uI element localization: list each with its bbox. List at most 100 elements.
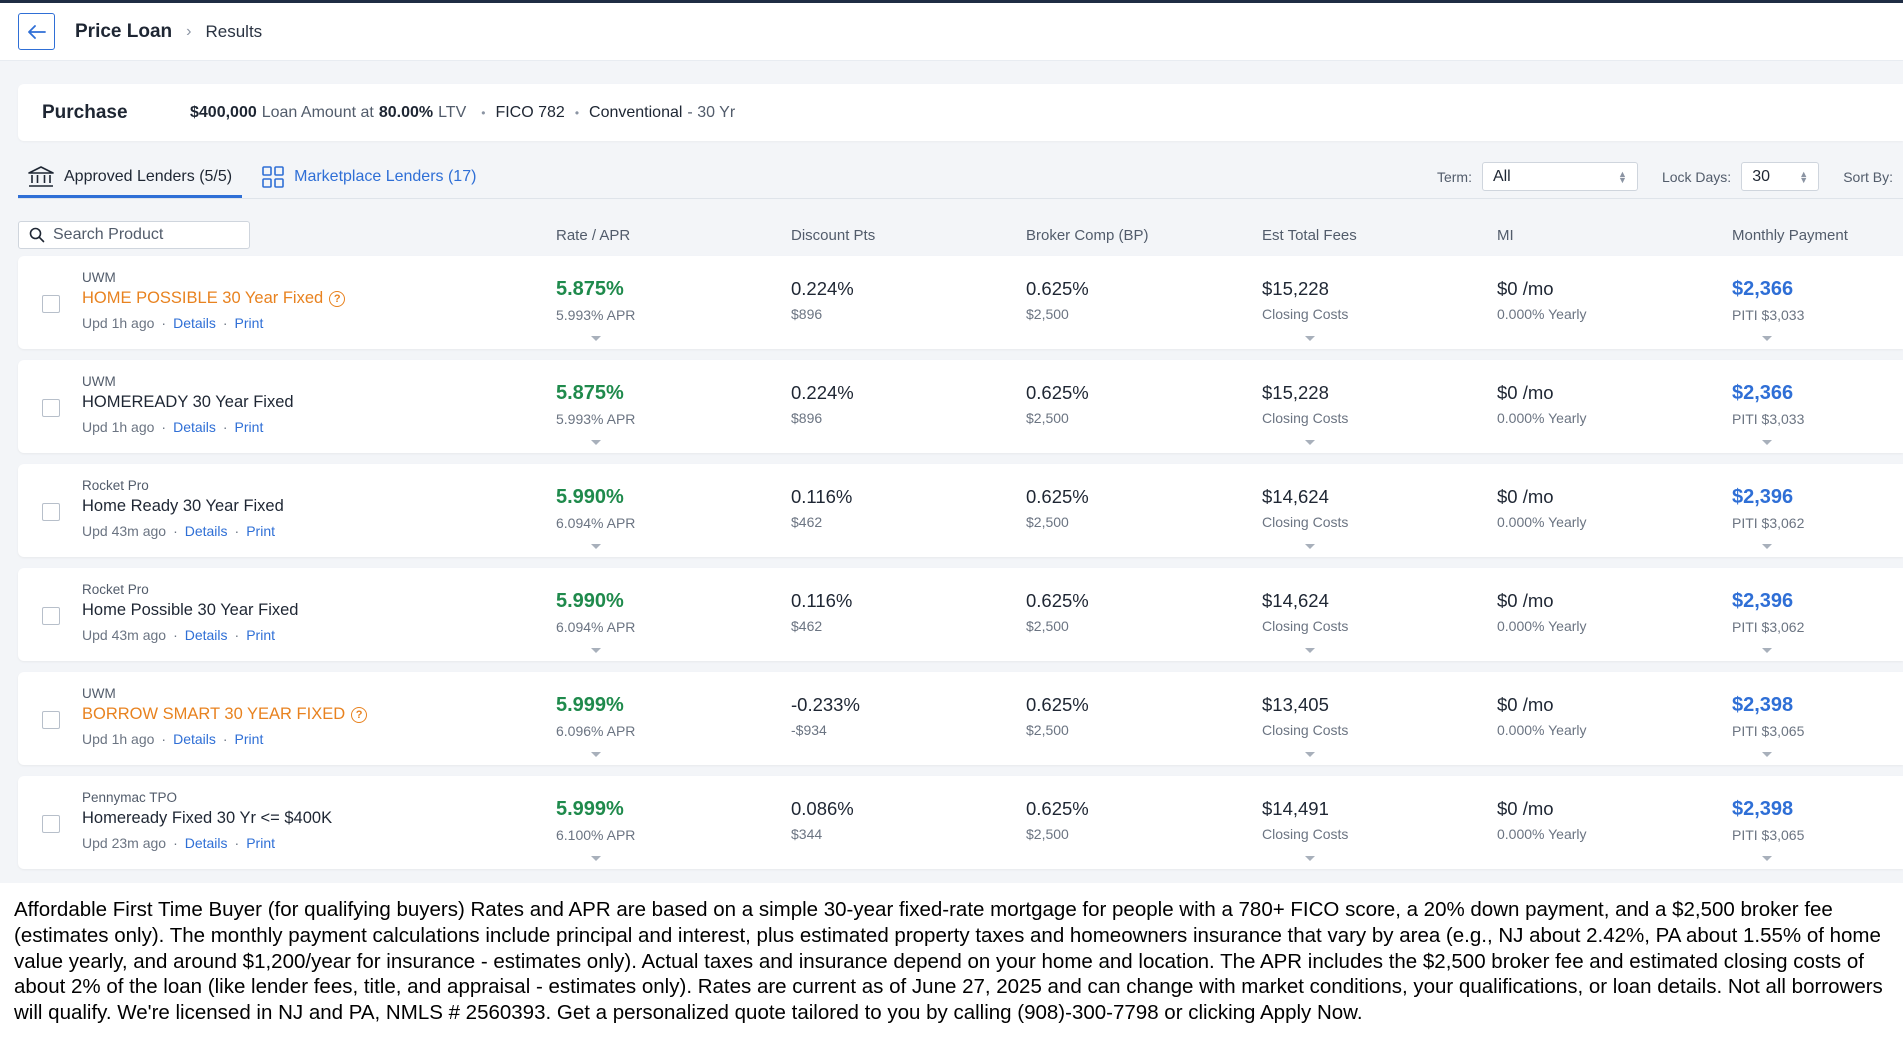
rate-value: 5.875% (556, 278, 624, 300)
discount-value: 0.116% (791, 590, 853, 611)
search-product-box[interactable] (18, 221, 250, 249)
fees-label: Closing Costs (1262, 306, 1349, 322)
product-name-text: HOMEREADY 30 Year Fixed (82, 393, 294, 411)
loan-amount: $400,000 (190, 103, 257, 121)
search-product-input[interactable] (53, 226, 233, 244)
fees-expand-caret-icon[interactable] (1305, 336, 1315, 341)
col-monthly-payment[interactable]: Monthly Payment (1732, 227, 1848, 244)
details-link[interactable]: Details (173, 419, 216, 435)
updated-time: Upd 1h ago (82, 315, 155, 331)
back-button[interactable] (18, 13, 55, 50)
row-checkbox[interactable] (42, 607, 60, 625)
mi-value: $0 /mo (1497, 382, 1554, 403)
apr-value: 5.993% APR (556, 411, 636, 427)
col-mi[interactable]: MI (1497, 227, 1514, 244)
fees-expand-caret-icon[interactable] (1305, 856, 1315, 861)
mi-value: $0 /mo (1497, 486, 1554, 507)
rate-cell: 5.999% 6.096% APR (556, 694, 635, 739)
rate-cell: 5.990% 6.094% APR (556, 590, 635, 635)
updated-time: Upd 43m ago (82, 627, 167, 643)
product-name[interactable]: BORROW SMART 30 YEAR FIXED ? (82, 705, 368, 724)
product-name[interactable]: Home Ready 30 Year Fixed (82, 497, 284, 516)
payment-cell: $2,396 PITI $3,062 (1732, 590, 1804, 635)
rate-expand-caret-icon[interactable] (591, 440, 601, 445)
rate-expand-caret-icon[interactable] (591, 648, 601, 653)
bank-icon (28, 165, 54, 187)
rate-expand-caret-icon[interactable] (591, 752, 601, 757)
fees-expand-caret-icon[interactable] (1305, 752, 1315, 757)
rate-value: 5.875% (556, 382, 624, 404)
col-est-total-fees[interactable]: Est Total Fees (1262, 227, 1357, 244)
tab-marketplace-lenders[interactable]: Marketplace Lenders (17) (252, 155, 486, 198)
fees-cell: $13,405 Closing Costs (1262, 694, 1348, 738)
rate-expand-caret-icon[interactable] (591, 856, 601, 861)
broker-value: 0.625% (1026, 798, 1089, 819)
apr-value: 6.100% APR (556, 827, 636, 843)
sort-by-label: Sort By: (1843, 168, 1893, 185)
broker-cell: 0.625% $2,500 (1026, 590, 1089, 634)
separator-dot: • (574, 105, 580, 120)
piti-value: PITI $3,033 (1732, 307, 1805, 323)
payment-expand-caret-icon[interactable] (1762, 856, 1772, 861)
print-link[interactable]: Print (246, 523, 275, 539)
print-link[interactable]: Print (246, 627, 275, 643)
payment-expand-caret-icon[interactable] (1762, 648, 1772, 653)
loan-summary-card: Purchase $400,000 Loan Amount at 80.00% … (18, 84, 1903, 141)
payment-expand-caret-icon[interactable] (1762, 752, 1772, 757)
row-checkbox[interactable] (42, 399, 60, 417)
col-broker-comp[interactable]: Broker Comp (BP) (1026, 227, 1149, 244)
fees-expand-caret-icon[interactable] (1305, 440, 1315, 445)
payment-expand-caret-icon[interactable] (1762, 336, 1772, 341)
details-link[interactable]: Details (184, 523, 228, 539)
question-circle-icon[interactable]: ? (329, 290, 346, 307)
details-link[interactable]: Details (173, 315, 216, 331)
payment-value: $2,396 (1732, 486, 1794, 508)
print-link[interactable]: Print (234, 731, 264, 747)
col-discount-pts[interactable]: Discount Pts (791, 227, 876, 244)
broker-cell: 0.625% $2,500 (1026, 694, 1089, 738)
mi-cell: $0 /mo 0.000% Yearly (1497, 694, 1587, 738)
search-icon (29, 227, 45, 243)
tab-approved-lenders[interactable]: Approved Lenders (5/5) (18, 155, 243, 198)
fees-expand-caret-icon[interactable] (1305, 648, 1315, 653)
separator-dot: · (161, 731, 167, 747)
payment-value: $2,366 (1732, 278, 1794, 300)
discount-cell: 0.086% $344 (791, 798, 854, 842)
details-link[interactable]: Details (173, 731, 216, 747)
fees-value: $14,491 (1262, 798, 1329, 819)
product-name[interactable]: HOME POSSIBLE 30 Year Fixed ? (82, 289, 346, 308)
print-link[interactable]: Print (246, 835, 275, 851)
fees-expand-caret-icon[interactable] (1305, 544, 1315, 549)
fees-cell: $14,624 Closing Costs (1262, 590, 1348, 634)
piti-value: PITI $3,033 (1732, 411, 1805, 427)
lender-name: UWM (82, 374, 116, 389)
product-name[interactable]: Home Possible 30 Year Fixed (82, 601, 298, 620)
print-link[interactable]: Print (234, 315, 264, 331)
payment-expand-caret-icon[interactable] (1762, 440, 1772, 445)
print-link[interactable]: Print (234, 419, 264, 435)
rate-expand-caret-icon[interactable] (591, 544, 601, 549)
row-checkbox[interactable] (42, 711, 60, 729)
arrow-left-icon (27, 24, 46, 39)
payment-expand-caret-icon[interactable] (1762, 544, 1772, 549)
details-link[interactable]: Details (184, 627, 228, 643)
discount-amount: $896 (791, 306, 823, 322)
row-meta: Upd 1h ago · Details · Print (82, 419, 263, 435)
piti-value: PITI $3,062 (1732, 515, 1805, 531)
product-name[interactable]: HOMEREADY 30 Year Fixed (82, 393, 294, 412)
separator-dot: · (222, 315, 228, 331)
row-checkbox[interactable] (42, 815, 60, 833)
details-link[interactable]: Details (184, 835, 228, 851)
product-name[interactable]: Homeready Fixed 30 Yr <= $400K (82, 809, 332, 828)
term-select[interactable]: All ▲ ▼ (1481, 162, 1638, 191)
broker-amount: $2,500 (1026, 826, 1069, 842)
lock-days-select[interactable]: 30 ▲ ▼ (1741, 162, 1820, 191)
breadcrumb-price-loan[interactable]: Price Loan (75, 20, 173, 42)
lender-name: UWM (82, 270, 116, 285)
row-checkbox[interactable] (42, 295, 60, 313)
col-rate-apr[interactable]: Rate / APR (556, 227, 631, 244)
payment-value: $2,398 (1732, 694, 1794, 716)
question-circle-icon[interactable]: ? (351, 706, 368, 723)
rate-expand-caret-icon[interactable] (591, 336, 601, 341)
row-checkbox[interactable] (42, 503, 60, 521)
